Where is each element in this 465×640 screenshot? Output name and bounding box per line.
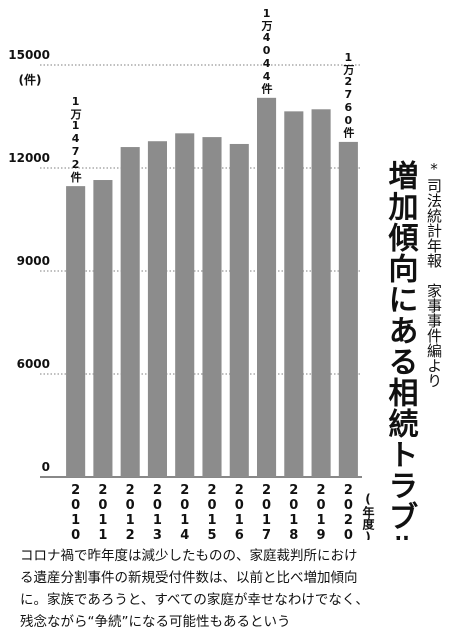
bar: [66, 186, 86, 478]
value-label: 1万1472件: [69, 95, 83, 183]
caption-line: コロナ禍で昨年度は減少したものの、家庭裁判所におけ: [20, 548, 358, 564]
x-tick-label: 2018: [286, 483, 301, 540]
caption-line: 残念ながら“争続”になる可能性もあるという: [20, 614, 291, 630]
value-label: 1万2760件: [342, 51, 356, 139]
y-tick-label: 6000: [17, 357, 50, 371]
y-tick-label: 0: [42, 460, 50, 474]
x-tick-label: 2012: [123, 483, 138, 540]
x-tick-label: 2019: [314, 483, 329, 540]
x-tick-label: 2015: [205, 483, 220, 540]
bar: [202, 137, 222, 477]
chart: (件) 増加傾向にある相続トラブル *司法統計年報 家事事件編より (年度) 0…: [8, 7, 443, 563]
source-note: *司法統計年報 家事事件編より: [425, 160, 443, 388]
x-unit: (年度): [361, 492, 375, 540]
caption-line: る遺産分割事件の新規受付件数は、以前と比べ増加傾向: [20, 570, 358, 586]
bar: [93, 180, 113, 477]
y-tick-label: 15000: [8, 48, 50, 62]
x-tick-label: 2016: [232, 483, 247, 540]
x-tick-label: 2014: [177, 483, 192, 540]
value-label: 1万4044件: [260, 7, 274, 95]
bar: [175, 133, 195, 477]
y-tick-label: 9000: [17, 254, 50, 268]
bar: [311, 109, 331, 477]
chart-title: 増加傾向にある相続トラブル: [383, 160, 420, 540]
y-unit: (件): [19, 72, 42, 87]
bar: [120, 147, 140, 477]
bar: [147, 141, 167, 477]
y-tick-label: 12000: [8, 151, 50, 165]
caption-line: に。家族であろうと、すべての家庭が幸せなわけでなく、: [20, 592, 369, 608]
x-tick-label: 2020: [341, 483, 356, 540]
x-tick-label: 2017: [259, 483, 274, 540]
caption: コロナ禍で昨年度は減少したものの、家庭裁判所におけ る遺産分割事件の新規受付件数は…: [20, 545, 460, 633]
x-tick-label: 2013: [150, 483, 165, 540]
bar: [284, 111, 304, 477]
bar: [257, 97, 277, 478]
x-tick-label: 2011: [95, 483, 110, 540]
bar: [229, 143, 249, 477]
bar: [338, 141, 358, 477]
x-tick-label: 2010: [68, 483, 83, 540]
